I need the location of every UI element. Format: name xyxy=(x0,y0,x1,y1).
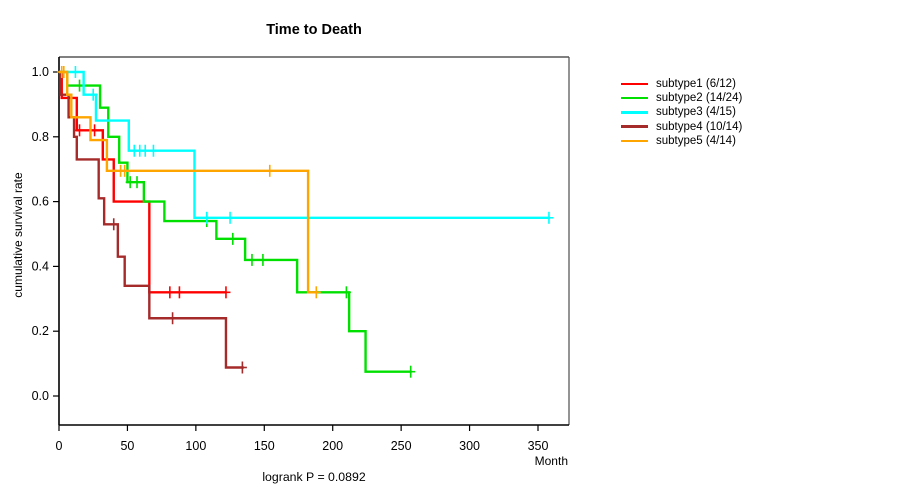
legend-swatch-icon xyxy=(621,82,648,86)
y-tick-label: 1.0 xyxy=(32,65,49,79)
legend: subtype1 (6/12) subtype2 (14/24) subtype3 … xyxy=(621,77,742,148)
plot-title: Time to Death xyxy=(266,22,362,38)
legend-item-3: subtype3 (4/15) xyxy=(621,105,742,119)
y-axis-label: cumulative survival rate xyxy=(11,172,25,298)
legend-label: subtype3 (4/15) xyxy=(656,106,736,119)
y-tick-label: 0.4 xyxy=(32,259,49,273)
legend-label: subtype5 (4/14) xyxy=(656,134,736,147)
x-axis-label: Month xyxy=(534,454,568,468)
logrank-annotation: logrank P = 0.0892 xyxy=(262,470,366,484)
km-curve-3 xyxy=(59,70,550,219)
y-tick-label: 0.2 xyxy=(32,324,49,338)
legend-label: subtype1 (6/12) xyxy=(656,78,736,91)
x-tick-label: 100 xyxy=(185,439,206,453)
legend-swatch-icon xyxy=(621,97,648,100)
km-curve-5 xyxy=(59,70,317,294)
x-tick-label: 350 xyxy=(528,439,549,453)
x-tick-label: 250 xyxy=(391,439,412,453)
km-curve-2 xyxy=(59,70,412,373)
legend-item-5: subtype5 (4/14) xyxy=(621,134,742,148)
x-tick-label: 150 xyxy=(254,439,275,453)
legend-item-2: subtype2 (14/24) xyxy=(621,91,742,105)
legend-swatch-icon xyxy=(621,125,648,128)
x-tick-label: 0 xyxy=(56,439,63,453)
y-tick-label: 0.0 xyxy=(32,389,49,403)
legend-label: subtype2 (14/24) xyxy=(656,92,743,105)
legend-swatch-icon xyxy=(621,139,648,143)
x-tick-label: 200 xyxy=(322,439,343,453)
legend-item-4: subtype4 (10/14) xyxy=(621,120,742,134)
x-tick-label: 50 xyxy=(120,439,134,453)
legend-label: subtype4 (10/14) xyxy=(656,120,743,133)
y-tick-label: 0.6 xyxy=(32,195,49,209)
y-tick-label: 0.8 xyxy=(32,130,49,144)
x-tick-label: 300 xyxy=(459,439,480,453)
km-curve-4 xyxy=(59,70,244,369)
legend-item-1: subtype1 (6/12) xyxy=(621,77,742,91)
legend-swatch-icon xyxy=(621,111,648,114)
